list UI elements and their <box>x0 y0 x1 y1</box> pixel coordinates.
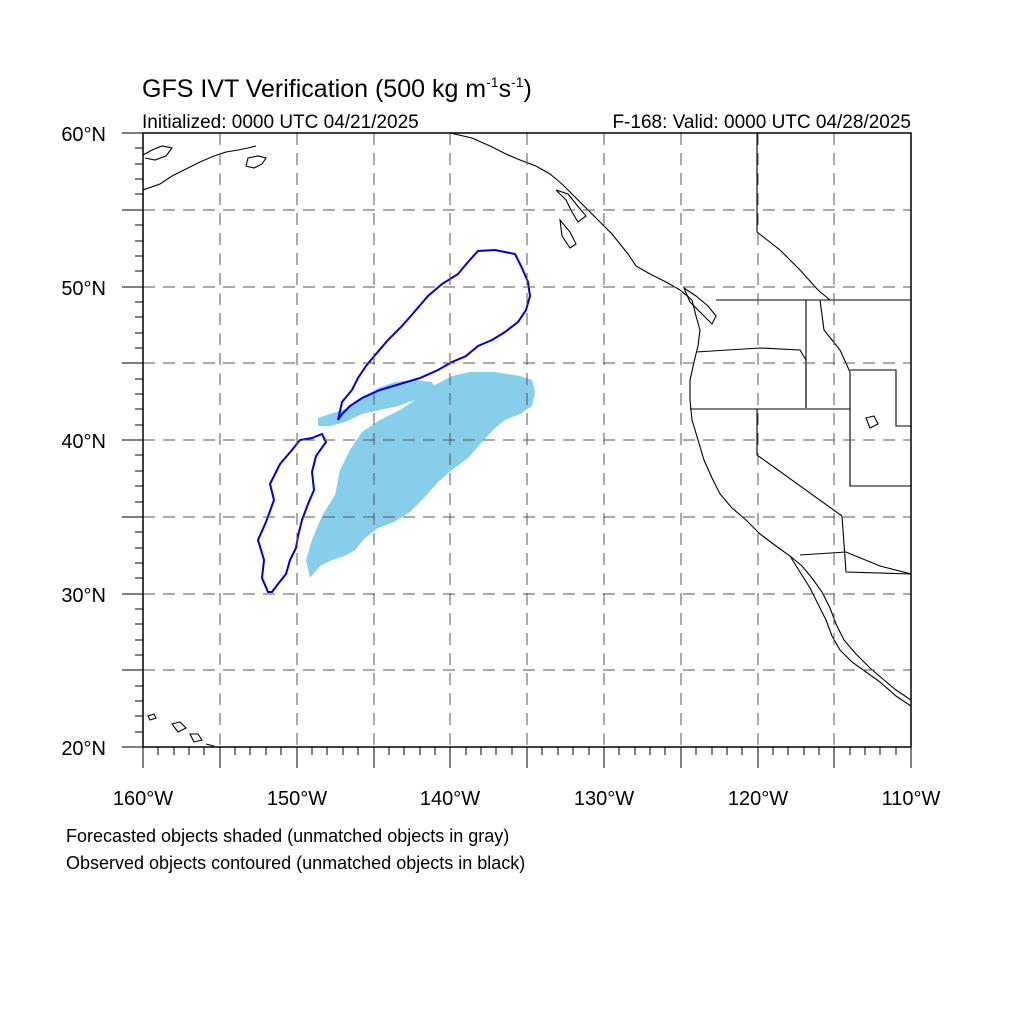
alaska-coast-north <box>143 145 173 161</box>
utah-border <box>849 369 911 487</box>
forecast-object-thin <box>318 380 436 426</box>
forecast-objects <box>306 372 535 578</box>
alaska-peninsula-coast <box>143 145 257 191</box>
lat-label-30: 30°N <box>61 585 106 607</box>
nevada-border <box>756 409 843 517</box>
idaho-border <box>805 299 851 409</box>
mexico-border <box>799 551 911 575</box>
map-title: GFS IVT Verification (500 kg m-1s-1) <box>142 74 532 103</box>
legend-forecast: Forecasted objects shaded (unmatched obj… <box>66 826 510 846</box>
lon-label-120w: 120°W <box>728 788 788 810</box>
gulf-alaska-coast <box>449 133 697 317</box>
lon-label-140w: 140°W <box>420 788 480 810</box>
lat-labels: 60°N 50°N 40°N 30°N 20°N <box>61 124 106 760</box>
kodiak-island <box>245 155 267 169</box>
west-coast <box>689 315 911 701</box>
lat-label-60: 60°N <box>61 124 106 146</box>
valid-label: F-168: Valid: 0000 UTC 04/28/2025 <box>612 112 911 133</box>
bottom-ticks <box>142 747 912 768</box>
great-salt-lake <box>865 415 879 429</box>
washington-oregon-border <box>695 347 807 408</box>
lat-label-50: 50°N <box>61 278 106 300</box>
lon-label-130w: 130°W <box>574 788 634 810</box>
lon-labels: 160°W 150°W 140°W 130°W 120°W 110°W <box>113 788 941 810</box>
grid-lines <box>143 133 911 747</box>
southeast-alaska-islands <box>555 189 587 249</box>
lat-label-40: 40°N <box>61 431 106 453</box>
initialized-label: Initialized: 0000 UTC 04/21/2025 <box>142 112 419 133</box>
vancouver-island <box>682 286 717 325</box>
observed-object-south <box>256 432 328 593</box>
lon-label-160w: 160°W <box>113 788 173 810</box>
bc-alberta-border <box>756 133 831 301</box>
arizona-border <box>841 515 911 575</box>
lon-label-150w: 150°W <box>267 788 327 810</box>
legend-observed: Observed objects contoured (unmatched ob… <box>66 853 526 873</box>
left-ticks <box>122 132 143 748</box>
coastlines <box>143 133 911 747</box>
lat-label-20: 20°N <box>61 738 106 760</box>
observed-object-north <box>337 248 532 421</box>
forecast-object-main <box>306 372 535 578</box>
observed-objects <box>256 248 532 593</box>
lon-label-110w: 110°W <box>882 788 941 810</box>
baja-california <box>789 555 911 707</box>
hawaii-islands <box>147 713 215 747</box>
